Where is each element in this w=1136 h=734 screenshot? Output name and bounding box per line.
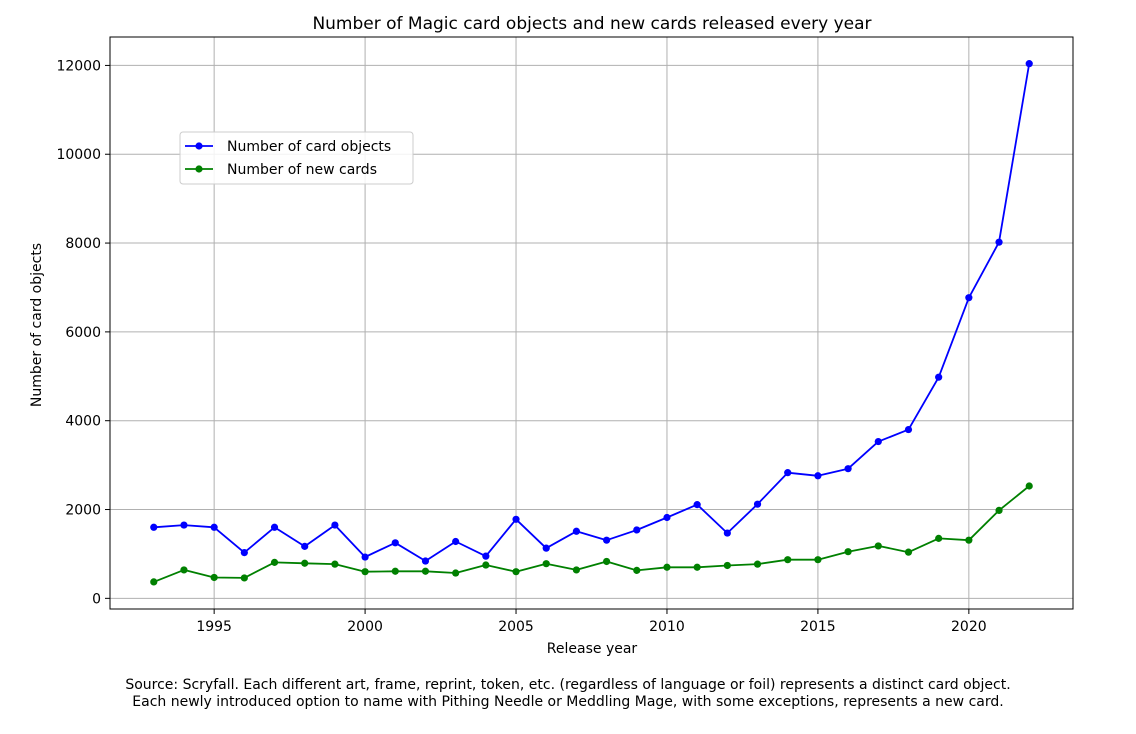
y-axis-ticks: 0 2000 4000 6000 8000 10000 12000 <box>56 58 110 607</box>
point-0-2017 <box>874 437 882 446</box>
point-1-2010 <box>663 563 671 571</box>
point-0-2016 <box>844 465 852 473</box>
x-tick-label-2: 2005 <box>498 619 534 635</box>
legend-frame <box>179 131 414 185</box>
series-layer <box>150 60 1033 586</box>
x-axis-label: Release year <box>547 641 638 657</box>
y-tick-label-0: 0 <box>92 591 101 607</box>
point-0-1997 <box>270 523 279 531</box>
series-line-0 <box>153 63 1031 562</box>
source-caption-line-2: Each newly introduced option to name wit… <box>132 694 1004 710</box>
point-0-2002 <box>421 557 430 565</box>
point-0-2022 <box>1025 60 1033 68</box>
point-0-2009 <box>633 526 641 534</box>
legend-label-card-objects: Number of card objects <box>227 139 391 155</box>
point-1-2005 <box>512 568 520 576</box>
point-1-2011 <box>693 563 701 571</box>
point-0-2007 <box>572 527 581 535</box>
y-tick-label-2: 4000 <box>65 414 101 430</box>
point-0-2006 <box>542 544 550 552</box>
point-1-2001 <box>391 567 399 575</box>
plot-frame <box>109 36 1074 610</box>
grid-lines <box>110 37 1073 609</box>
point-0-2012 <box>723 529 731 537</box>
line-chart: Number of Magic card objects and new car… <box>29 14 1074 657</box>
series-1 <box>150 482 1033 586</box>
point-1-2004 <box>482 561 490 569</box>
y-axis-label: Number of card objects <box>29 243 45 407</box>
point-1-2017 <box>874 542 882 550</box>
x-tick-label-3: 2010 <box>649 619 685 635</box>
point-0-1996 <box>240 548 248 557</box>
point-0-2001 <box>391 539 399 547</box>
point-1-2014 <box>784 556 792 564</box>
chart-title: Number of Magic card objects and new car… <box>312 14 871 34</box>
point-0-1998 <box>301 542 309 550</box>
point-1-2013 <box>753 560 762 568</box>
point-1-2021 <box>995 506 1003 515</box>
point-1-2018 <box>904 548 913 556</box>
x-tick-label-1: 2000 <box>347 619 383 635</box>
point-0-2018 <box>904 425 913 434</box>
point-0-2004 <box>482 552 490 560</box>
point-1-2022 <box>1025 482 1033 490</box>
x-tick-label-5: 2020 <box>951 619 987 635</box>
point-0-2005 <box>512 515 520 523</box>
point-1-2002 <box>421 567 430 575</box>
series-line-1 <box>153 485 1030 583</box>
point-1-2006 <box>542 560 550 568</box>
point-1-2009 <box>633 566 641 574</box>
point-0-2014 <box>784 469 792 477</box>
y-tick-label-1: 2000 <box>65 503 101 519</box>
point-0-1994 <box>180 521 188 529</box>
point-1-1993 <box>150 578 158 586</box>
y-tick-label-5: 10000 <box>56 147 101 163</box>
point-0-1999 <box>331 521 339 529</box>
point-1-1998 <box>301 559 309 567</box>
point-1-1995 <box>210 573 218 582</box>
x-axis-ticks: 1995 2000 2005 2010 2015 2020 <box>196 609 987 635</box>
point-1-2007 <box>572 566 581 574</box>
legend-marker-card-objects <box>195 142 203 150</box>
point-1-1997 <box>270 558 279 566</box>
x-tick-label-0: 1995 <box>196 619 232 635</box>
point-0-2020 <box>965 294 973 302</box>
point-1-2000 <box>361 568 369 576</box>
legend-marker-new-cards <box>195 165 203 173</box>
point-0-2013 <box>753 500 762 508</box>
series-0 <box>150 60 1033 565</box>
legend: Number of card objects Number of new car… <box>179 131 414 185</box>
point-0-2003 <box>452 537 460 546</box>
point-1-2019 <box>935 534 943 542</box>
point-0-2010 <box>663 513 671 522</box>
point-0-1993 <box>150 523 158 531</box>
point-0-2011 <box>693 501 701 509</box>
point-1-1999 <box>331 560 339 568</box>
point-0-1995 <box>210 523 218 531</box>
point-0-2019 <box>935 373 943 381</box>
point-1-2012 <box>723 561 731 570</box>
point-0-2015 <box>814 472 822 480</box>
point-0-2021 <box>995 238 1003 246</box>
point-1-1996 <box>240 574 248 582</box>
source-caption-line-1: Source: Scryfall. Each different art, fr… <box>125 677 1011 693</box>
y-tick-label-6: 12000 <box>56 58 101 74</box>
point-0-2008 <box>602 536 611 544</box>
point-1-2020 <box>965 536 973 544</box>
legend-label-new-cards: Number of new cards <box>227 162 377 178</box>
point-0-2000 <box>361 553 369 561</box>
x-tick-label-4: 2015 <box>800 619 836 635</box>
y-tick-label-4: 8000 <box>65 236 101 252</box>
point-1-1994 <box>180 566 188 574</box>
y-tick-label-3: 6000 <box>65 325 101 341</box>
point-1-2016 <box>844 548 852 556</box>
point-1-2008 <box>602 557 611 566</box>
point-1-2003 <box>452 569 460 577</box>
point-1-2015 <box>814 556 822 564</box>
